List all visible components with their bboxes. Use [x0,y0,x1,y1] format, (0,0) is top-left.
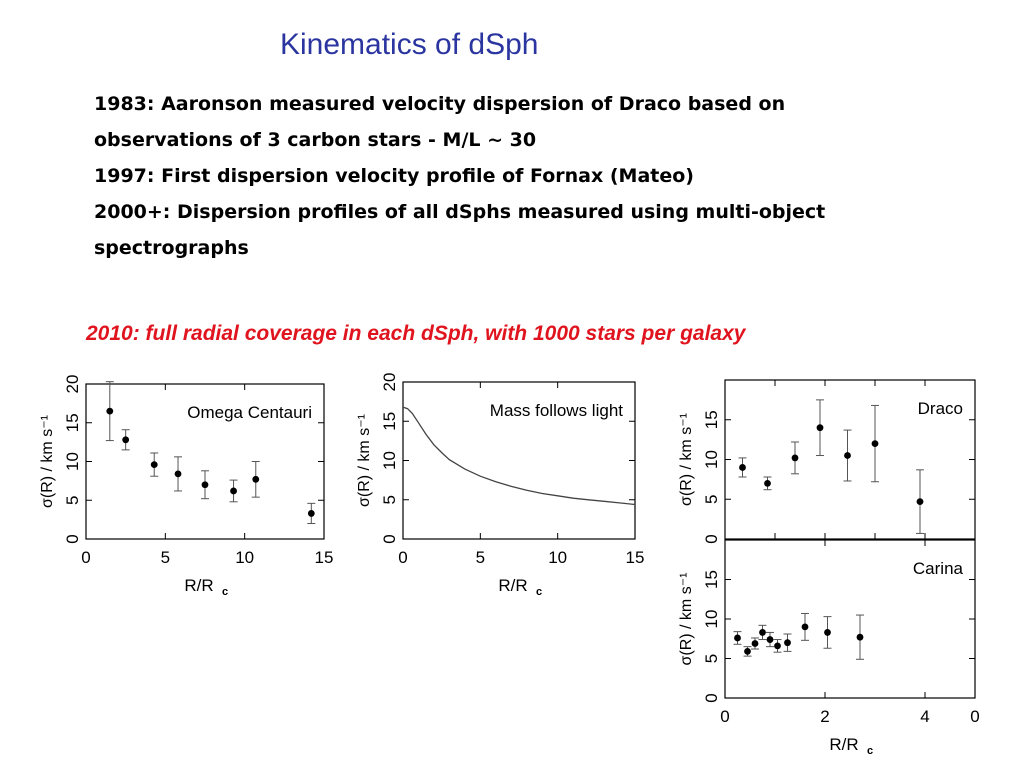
y-axis-label: σ(R) / km s⁻¹ [678,573,695,666]
draco-chart: 0 5 10 15 σ(R) / km s⁻¹ Draco [678,379,976,544]
bullet-line-2: observations of 3 carbon stars - M/L ~ 3… [94,129,537,151]
y-axis-label: σ(R) / km s⁻¹ [356,414,373,507]
data-point [174,470,182,478]
plot-title: Omega Centauri [187,403,312,422]
data-point [816,424,824,432]
y-tick-label: 10 [63,452,82,471]
data-point [916,498,924,506]
bullet-line-4: 2000+: Dispersion profiles of all dSphs … [94,201,826,223]
x-axis-label: R/R [829,735,858,754]
y-tick-label: 0 [702,693,721,702]
carina-chart: 0 5 10 15 0 2 4 0 σ(R) / km s⁻¹ R/R c Carina [678,539,980,757]
x-axis-label-subscript: c [867,745,873,757]
slide-title: Kinematics of dSph [280,28,539,61]
y-tick-label: 20 [380,373,399,392]
data-point [201,481,209,489]
y-tick-label: 15 [702,570,721,589]
y-axis-label: σ(R) / km s⁻¹ [39,415,56,508]
mass-follows-light-chart: 0 5 10 15 20 0 5 10 15 σ(R) / km s⁻¹ R/R c Mass foll… [356,373,645,598]
series-line [402,406,636,506]
x-axis-label: R/R [184,576,213,595]
y-tick-label: 0 [63,534,82,543]
data-point [150,461,158,468]
y-tick-label: 5 [63,496,82,505]
bullet-line-5: spectrographs [94,237,249,259]
data-point [734,634,741,642]
plot-title: Draco [918,399,963,418]
y-tick-label: 0 [702,534,721,543]
bullet-line-1: 1983: Aaronson measured velocity dispers… [94,93,786,115]
bullet-line-3: 1997: First dispersion velocity profile … [94,165,694,187]
x-axis-label: R/R [498,576,527,595]
x-tick-label: 0 [398,548,407,567]
data-point [784,639,791,647]
data-point [744,647,751,655]
y-tick-label: 5 [702,495,721,504]
x-tick-label: 0 [720,707,729,726]
data-point [106,407,114,415]
x-tick-label: 15 [626,548,645,567]
data-point [252,475,260,483]
bullet-list: 1983: Aaronson measured velocity dispers… [94,86,914,266]
x-tick-label: 2 [820,707,829,726]
x-tick-label: 5 [161,548,170,567]
plot-title: Mass follows light [490,401,623,420]
y-tick-label: 10 [380,451,399,470]
data-point [844,452,851,459]
data-point [766,636,774,643]
x-tick-label: 15 [315,548,334,567]
x-tick-label: 10 [235,548,254,567]
y-tick-label: 20 [63,375,82,394]
x-tick-label: 10 [548,548,567,567]
data-point [751,640,759,647]
data-point [230,487,237,495]
x-axis-label-subscript: c [536,586,542,598]
y-tick-label: 15 [380,412,399,431]
x-tick-label: 5 [476,548,485,567]
plot-title: Carina [913,559,964,578]
data-point [871,440,879,447]
data-point [759,629,766,636]
data-point [774,642,781,650]
y-tick-label: 5 [380,495,399,504]
data-point [824,629,831,636]
x-tick-label: 0 [970,707,979,726]
data-point [739,464,746,471]
x-tick-label: 0 [81,548,90,567]
highlight-text: 2010: full radial coverage in each dSph,… [86,322,746,345]
data-point [801,623,809,631]
y-tick-label: 10 [702,450,721,469]
y-tick-label: 15 [63,413,82,432]
data-point [764,479,771,487]
y-tick-label: 10 [702,610,721,629]
data-point [856,633,864,641]
y-axis-label: σ(R) / km s⁻¹ [678,413,695,506]
data-point [791,454,799,462]
y-tick-label: 0 [380,534,399,543]
data-point [307,510,315,517]
x-tick-label: 4 [920,707,929,726]
omega-centauri-chart: 0 5 10 15 20 0 5 10 15 σ(R) / km s⁻¹ R/R c Omega Cen… [39,375,334,598]
data-point [122,436,130,444]
y-tick-label: 15 [702,410,721,429]
x-axis-label-subscript: c [222,586,228,598]
y-tick-label: 5 [702,654,721,663]
